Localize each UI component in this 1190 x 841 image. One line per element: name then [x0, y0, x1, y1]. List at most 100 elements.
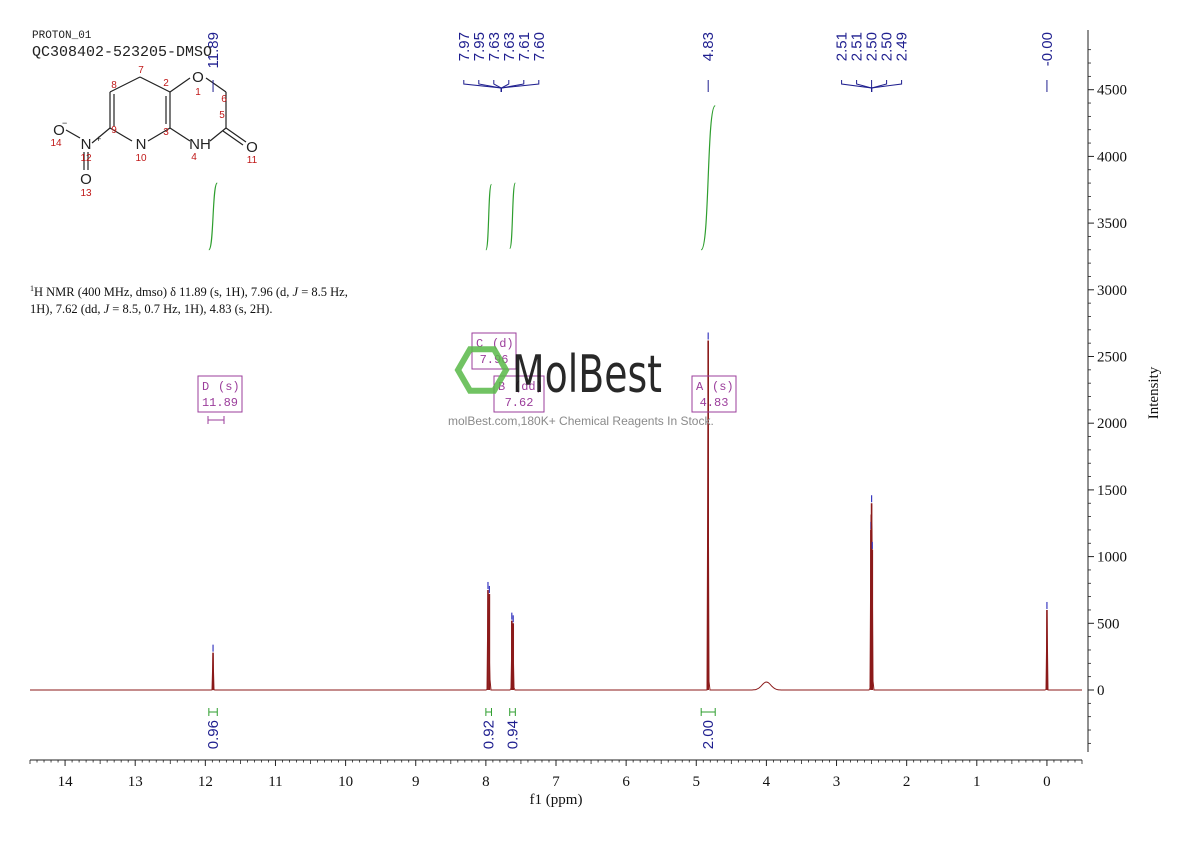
x-tick-label: 6: [622, 774, 630, 790]
peak-label: 7.97: [456, 32, 473, 61]
peak-label: 7.61: [516, 32, 533, 61]
multiplet-type: (dd): [514, 380, 543, 394]
summary-part-b: = 8.5 Hz,: [298, 285, 348, 300]
multiplet-shift: 4.83: [700, 396, 729, 410]
y-tick-label: 3000: [1097, 283, 1127, 299]
y-tick-label: 1500: [1097, 483, 1127, 499]
peak-label: 2.50: [864, 32, 881, 61]
integral-value: 0.94: [505, 720, 522, 749]
structure-atom-number: 10: [135, 153, 147, 164]
peak-label-connector: [493, 80, 502, 92]
peak-label-connector: [871, 80, 903, 92]
watermark-brand: MolBest: [512, 345, 662, 405]
x-tick-label: 3: [833, 774, 841, 790]
structure-atom: O: [246, 139, 258, 156]
multiplet-box: [197, 375, 243, 413]
multiplet-letter: D: [202, 380, 209, 394]
peak-label-connector: [500, 80, 540, 92]
multiplet-box: [691, 375, 737, 413]
x-axis-label: f1 (ppm): [530, 792, 583, 808]
structure-atom: N: [81, 136, 92, 153]
structure-atom-number: 5: [219, 110, 225, 121]
spectrum-trace: [30, 332, 1082, 691]
multiplet-type: (s): [218, 380, 240, 394]
structure-atom-number: 4: [191, 152, 197, 163]
integral-curves: [208, 105, 716, 251]
y-axis-label: Intensity: [1146, 366, 1162, 419]
structure-atom-number: 7: [138, 65, 144, 76]
peak-label: 11.89: [205, 32, 222, 68]
multiplet-box: [493, 375, 545, 413]
watermark-logo: MolBest: [454, 345, 662, 405]
y-tick-label: 2500: [1097, 350, 1127, 366]
integral-curve: [700, 105, 716, 251]
x-tick-label: 5: [693, 774, 701, 790]
multiplet-boxes: D (s)11.89C (d)7.96B (dd)7.62A (s)4.83: [197, 332, 737, 424]
peak-labels: 11.89 7.977.957.637.637.617.60 4.83 2.512.5…: [205, 32, 1056, 92]
integral-value: 0.92: [481, 720, 498, 749]
nmr-summary-text: 1H NMR (400 MHz, dmso) δ 11.89 (s, 1H), …: [30, 280, 430, 318]
j-symbol: J: [103, 302, 110, 317]
x-tick-label: 0: [1043, 774, 1051, 790]
y-axis: 0 500 1000 1500 2000 2500 3000 3500 4000 4500: [1088, 49, 1127, 744]
y-tick-label: 0: [1097, 683, 1105, 699]
structure-atom: NH: [189, 136, 211, 153]
structure-atom: O: [192, 69, 204, 86]
x-tick-label: 12: [198, 774, 213, 790]
x-tick-label: 7: [552, 774, 560, 790]
summary-part-a: H NMR (400 MHz, dmso) δ 11.89 (s, 1H), 7…: [34, 285, 293, 300]
integral-curve: [208, 182, 218, 251]
integral-values: 0.96 0.92 0.94 2.00: [205, 708, 717, 749]
charge-plus-icon: +: [96, 134, 101, 144]
peak-label: 2.49: [894, 32, 911, 61]
x-tick-label: 1: [973, 774, 981, 790]
structure-atom-number: 2: [163, 78, 169, 89]
structure-atom: N: [136, 136, 147, 153]
x-tick-label: 9: [412, 774, 420, 790]
multiplet-letter: A: [696, 380, 704, 394]
structure-atom-number: 1: [195, 87, 201, 98]
y-tick-label: 4000: [1097, 149, 1127, 165]
structure-atom: O: [53, 122, 65, 139]
j-symbol: J: [292, 285, 299, 300]
peak-label: 2.51: [834, 32, 851, 61]
charge-minus-icon: −: [62, 118, 67, 128]
x-tick-label: 8: [482, 774, 490, 790]
peak-label: 7.63: [501, 32, 518, 61]
peak-label: 7.95: [471, 32, 488, 61]
x-tick-label: 11: [268, 774, 282, 790]
baseline-trace: [30, 404, 1082, 691]
x-tick-label: 14: [58, 774, 74, 790]
watermark-hexagon-icon: [454, 346, 510, 394]
structure-atom-number: 12: [80, 153, 92, 164]
y-tick-label: 1000: [1097, 550, 1127, 566]
x-tick-label: 2: [903, 774, 911, 790]
structure-atom-number: 6: [221, 94, 227, 105]
summary-part-c: 1H), 7.62 (dd,: [30, 302, 104, 317]
structure-atom-number: 14: [50, 138, 62, 149]
x-axis: 14 13 12 11 10 9 8 7 6 5 4 3 2 1 0: [29, 760, 1083, 790]
multiplet-type: (s): [712, 380, 734, 394]
multiplet-shift: 7.62: [505, 396, 534, 410]
structure-atom-number: 8: [111, 80, 117, 91]
peak-label: -0.00: [1039, 32, 1056, 66]
multiplet-shift: 11.89: [202, 396, 238, 410]
peak-label: 2.50: [879, 32, 896, 61]
integral-value: 0.96: [205, 720, 222, 749]
structure-atom-number: 3: [163, 127, 169, 138]
nucleus-superscript: 1: [30, 284, 34, 293]
watermark-tagline: molBest.com,180K+ Chemical Reagents In S…: [448, 414, 714, 428]
multiplet-letter: B: [498, 380, 505, 394]
x-tick-label: 13: [128, 774, 143, 790]
peak-label-connector: [463, 80, 502, 92]
experiment-name: PROTON_01: [32, 30, 92, 42]
structure-atom-number: 9: [111, 125, 117, 136]
integral-curve: [485, 183, 493, 251]
y-tick-label: 500: [1097, 616, 1120, 632]
structure-atom-number: 11: [247, 155, 258, 166]
multiplet-letter: C: [476, 337, 483, 351]
multiplet-type: (d): [492, 337, 514, 351]
peak-label: 7.60: [531, 32, 548, 61]
summary-part-d: = 8.5, 0.7 Hz, 1H), 4.83 (s, 2H).: [109, 302, 273, 317]
